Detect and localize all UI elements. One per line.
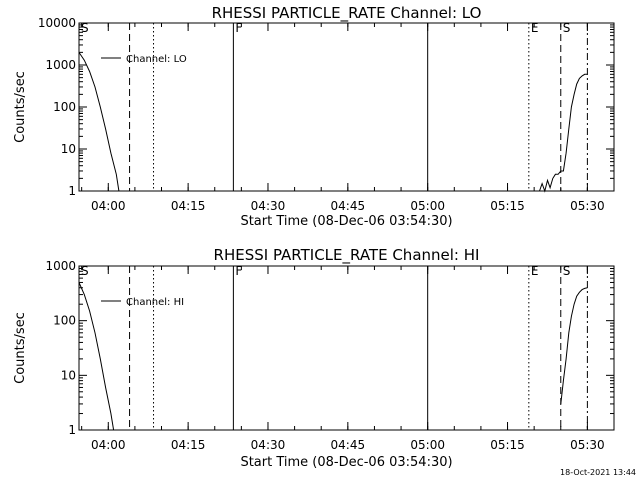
x-tick-label: 05:00	[410, 438, 445, 452]
event-marker-label: S	[563, 264, 571, 278]
event-marker-label: E	[531, 264, 539, 278]
x-tick-label: 04:15	[171, 438, 206, 452]
y-tick-label: 1	[68, 184, 76, 198]
y-axis-label: Counts/sec	[13, 312, 28, 384]
x-tick-label: 05:15	[490, 438, 525, 452]
y-tick-label: 1000	[45, 259, 76, 273]
y-tick-label: 1000	[45, 58, 76, 72]
legend-entry: Channel: LO	[126, 54, 187, 65]
x-tick-label: 05:30	[570, 438, 605, 452]
event-marker-label: E	[531, 21, 539, 35]
x-tick-label: 04:30	[251, 438, 286, 452]
x-axis-label: Start Time (08-Dec-06 03:54:30)	[240, 455, 452, 470]
series-line-0-segment-1	[539, 73, 588, 193]
series-line-0-segment-1	[560, 287, 588, 404]
chart-title: RHESSI PARTICLE_RATE Channel: HI	[214, 246, 480, 265]
y-tick-label: 100	[53, 314, 76, 328]
series-line-0-segment-0	[78, 282, 115, 431]
y-tick-label: 100	[53, 100, 76, 114]
legend-entry: Channel: HI	[126, 297, 184, 308]
y-tick-label: 1	[68, 423, 76, 437]
x-tick-label: 04:30	[251, 199, 286, 213]
event-marker-label: S	[81, 21, 89, 35]
x-tick-label: 04:45	[331, 438, 366, 452]
y-axis-label: Counts/sec	[13, 71, 28, 143]
x-tick-label: 04:00	[91, 199, 126, 213]
x-tick-label: 05:30	[570, 199, 605, 213]
y-tick-label: 10000	[38, 16, 76, 30]
x-tick-label: 04:00	[91, 438, 126, 452]
x-tick-label: 05:00	[410, 199, 445, 213]
y-tick-label: 10	[61, 142, 76, 156]
x-axis-label: Start Time (08-Dec-06 03:54:30)	[240, 214, 452, 229]
y-tick-label: 10	[61, 368, 76, 382]
footer-timestamp: 18-Oct-2021 13:44	[560, 468, 636, 477]
plot-frame	[78, 265, 615, 431]
series-line-0-segment-0	[78, 52, 120, 192]
event-marker-label: S	[81, 264, 89, 278]
event-marker-label: F	[235, 264, 242, 278]
chart-title: RHESSI PARTICLE_RATE Channel: LO	[212, 4, 482, 23]
event-marker-label: F	[235, 21, 242, 35]
x-tick-label: 05:15	[490, 199, 525, 213]
event-marker-label: S	[563, 21, 571, 35]
x-tick-label: 04:45	[331, 199, 366, 213]
x-tick-label: 04:15	[171, 199, 206, 213]
plot-frame	[78, 22, 615, 192]
